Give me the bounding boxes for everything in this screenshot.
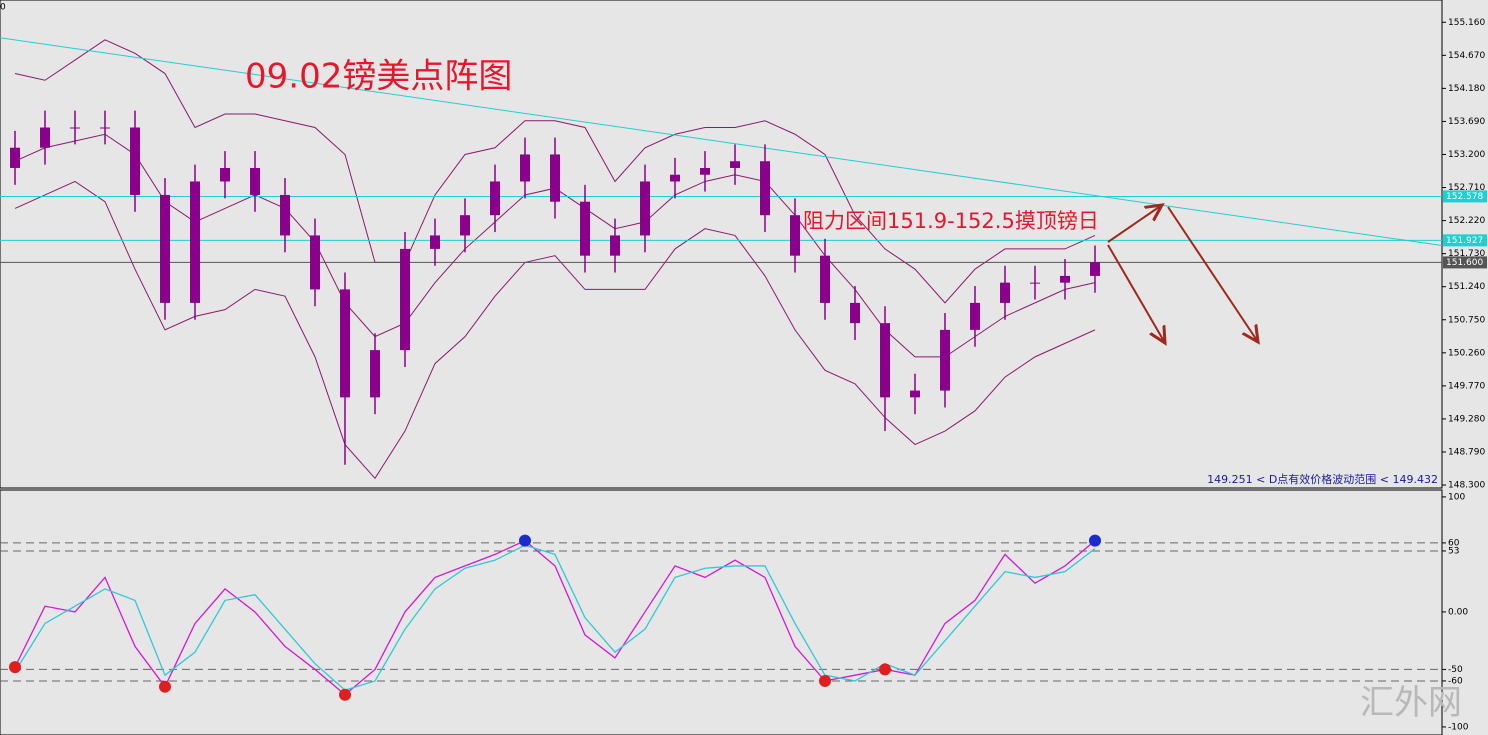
level-label: 151.927 — [1446, 236, 1483, 246]
arrow — [1167, 206, 1258, 342]
candle-body — [820, 255, 830, 303]
level-tag — [1443, 256, 1487, 269]
signal-dot — [819, 674, 831, 687]
annotation: 阻力区间151.9-152.5摸顶镑日 — [803, 209, 1099, 233]
range-note: 149.251 < D点有效价格波动范围 < 149.432 — [1207, 472, 1438, 486]
candle-body — [70, 127, 80, 129]
candle-body — [580, 201, 590, 256]
level-label: 151.600 — [1446, 258, 1483, 268]
candle-body — [40, 127, 50, 148]
candle-body — [970, 302, 980, 330]
y-tick-label: 155.160 — [1448, 18, 1485, 28]
arrow — [1107, 205, 1162, 243]
trendline — [0, 37, 1443, 247]
candle-body — [100, 127, 110, 129]
y-tick-label: 153.690 — [1448, 117, 1485, 127]
candle-body — [190, 181, 200, 303]
candle-body — [730, 161, 740, 168]
y-tick-label: 150.260 — [1448, 348, 1485, 358]
candle-body — [1090, 262, 1100, 276]
signal-dot — [159, 680, 171, 693]
candle-body — [520, 154, 530, 182]
candle-body — [670, 174, 680, 182]
level-tag — [1443, 190, 1487, 203]
y-tick-label: 100 — [1448, 492, 1465, 502]
candle-body — [250, 167, 260, 195]
watermark: 汇外网 — [1360, 683, 1462, 723]
candle-body — [430, 235, 440, 249]
candle-body — [550, 154, 560, 202]
y-tick-label: 60 — [1448, 538, 1460, 548]
y-tick-label: 150.750 — [1448, 315, 1485, 325]
candle-body — [310, 235, 320, 290]
signal-dot — [519, 534, 531, 547]
candle-body — [1000, 282, 1010, 303]
level-label: 152.578 — [1446, 192, 1483, 202]
y-tick-label: 53 — [1448, 546, 1459, 556]
candle-body — [280, 194, 290, 236]
candle-body — [790, 215, 800, 256]
osc-line — [14, 544, 1096, 691]
band-upper — [14, 39, 1096, 304]
candle-body — [1060, 275, 1070, 283]
y-tick-label: 0.00 — [1448, 607, 1468, 617]
y-tick-label: 154.180 — [1448, 84, 1485, 94]
candle-body — [880, 323, 890, 398]
y-tick-label: 151.240 — [1448, 282, 1485, 292]
sub-panel — [0, 489, 1443, 735]
corner-label: 0 — [0, 3, 6, 13]
candle-body — [10, 147, 20, 168]
y-tick-label: -60 — [1448, 676, 1463, 686]
signal-dot — [339, 688, 351, 701]
candle-body — [1030, 282, 1040, 284]
candle-body — [460, 215, 470, 236]
y-tick-label: 151.730 — [1448, 249, 1485, 259]
main-panel — [0, 0, 1443, 489]
candle-body — [640, 181, 650, 236]
y-tick-label: 152.220 — [1448, 216, 1485, 226]
candle-body — [220, 167, 230, 182]
candle-body — [340, 289, 350, 398]
candle-body — [160, 194, 170, 303]
candle-body — [940, 329, 950, 391]
y-tick-label: 149.770 — [1448, 381, 1485, 391]
candle-body — [610, 235, 620, 256]
level-tag — [1443, 234, 1487, 247]
chart-title: 09.02镑美点阵图 — [245, 57, 512, 97]
candle-body — [850, 302, 860, 324]
y-tick-label: 148.300 — [1448, 481, 1485, 491]
candle-body — [490, 181, 500, 216]
candle-body — [370, 350, 380, 398]
y-tick-label: 152.710 — [1448, 183, 1485, 193]
candle-body — [760, 161, 770, 216]
signal-dot — [879, 663, 891, 676]
y-tick-label: 154.670 — [1448, 51, 1485, 61]
signal-dot — [9, 661, 21, 674]
candle-body — [700, 167, 710, 175]
y-tick-label: -100 — [1448, 722, 1469, 732]
y-tick-label: 148.790 — [1448, 447, 1485, 457]
candle-body — [130, 127, 140, 195]
candle-body — [910, 390, 920, 398]
arrow — [1107, 244, 1165, 343]
y-tick-label: 149.280 — [1448, 414, 1485, 424]
y-tick-label: 153.200 — [1448, 150, 1485, 160]
signal-dot — [1089, 534, 1101, 547]
y-tick-label: -50 — [1448, 665, 1463, 675]
candle-body — [400, 248, 410, 351]
